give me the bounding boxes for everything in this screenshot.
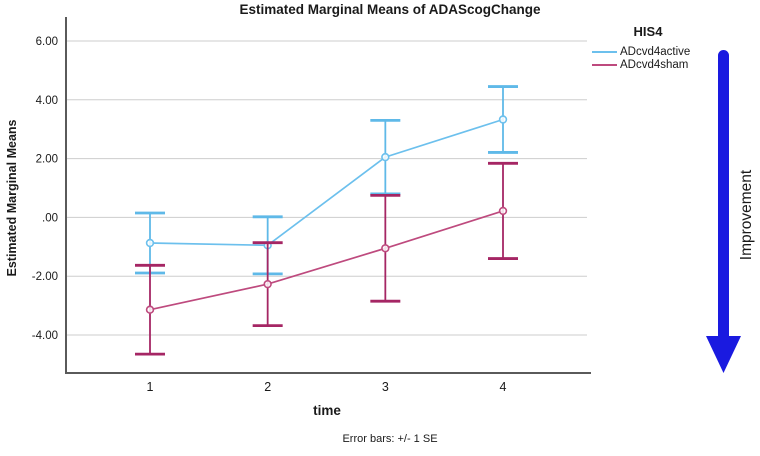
data-point-marker-ADcvd4active bbox=[145, 238, 155, 248]
error-bars-footnote: Error bars: +/- 1 SE bbox=[342, 433, 438, 445]
x-tick-label: 2 bbox=[264, 380, 271, 394]
x-axis-title: time bbox=[313, 403, 341, 418]
sham-line-swatch bbox=[592, 63, 617, 66]
y-tick-label: -2.00 bbox=[32, 271, 58, 283]
data-point-marker-ADcvd4sham bbox=[263, 279, 272, 289]
improvement-label: Improvement bbox=[738, 169, 755, 261]
y-tick-label: .00 bbox=[42, 212, 58, 224]
x-tick-label: 4 bbox=[500, 380, 507, 394]
legend-label-sham: ADcvd4sham bbox=[620, 58, 689, 71]
y-tick-label: -4.00 bbox=[32, 330, 58, 342]
data-point-marker-ADcvd4active bbox=[498, 115, 508, 124]
data-point-marker-ADcvd4active bbox=[381, 152, 390, 162]
active-line-swatch bbox=[592, 50, 617, 53]
legend: HIS4 ADcvd4active ADcvd4sham bbox=[592, 24, 704, 71]
series-line-ADcvd4active bbox=[149, 118, 504, 247]
y-tick-label: 2.00 bbox=[36, 154, 58, 166]
data-point-marker-ADcvd4sham bbox=[381, 244, 390, 253]
x-tick-label: 3 bbox=[382, 380, 389, 394]
data-point-marker-ADcvd4sham bbox=[498, 206, 508, 216]
y-tick-label: 6.00 bbox=[36, 36, 58, 48]
series-line-ADcvd4sham bbox=[149, 210, 504, 311]
chart-title: Estimated Marginal Means of ADAScogChang… bbox=[239, 2, 541, 17]
y-tick-label: 4.00 bbox=[36, 95, 58, 107]
legend-title: HIS4 bbox=[633, 24, 663, 39]
legend-label-active: ADcvd4active bbox=[620, 45, 691, 58]
improvement-arrow-icon bbox=[706, 50, 741, 373]
data-point-marker-ADcvd4sham bbox=[145, 305, 155, 314]
legend-entry-sham: ADcvd4sham bbox=[592, 58, 704, 71]
x-tick-label: 1 bbox=[147, 380, 154, 394]
legend-entry-active: ADcvd4active bbox=[592, 45, 704, 58]
